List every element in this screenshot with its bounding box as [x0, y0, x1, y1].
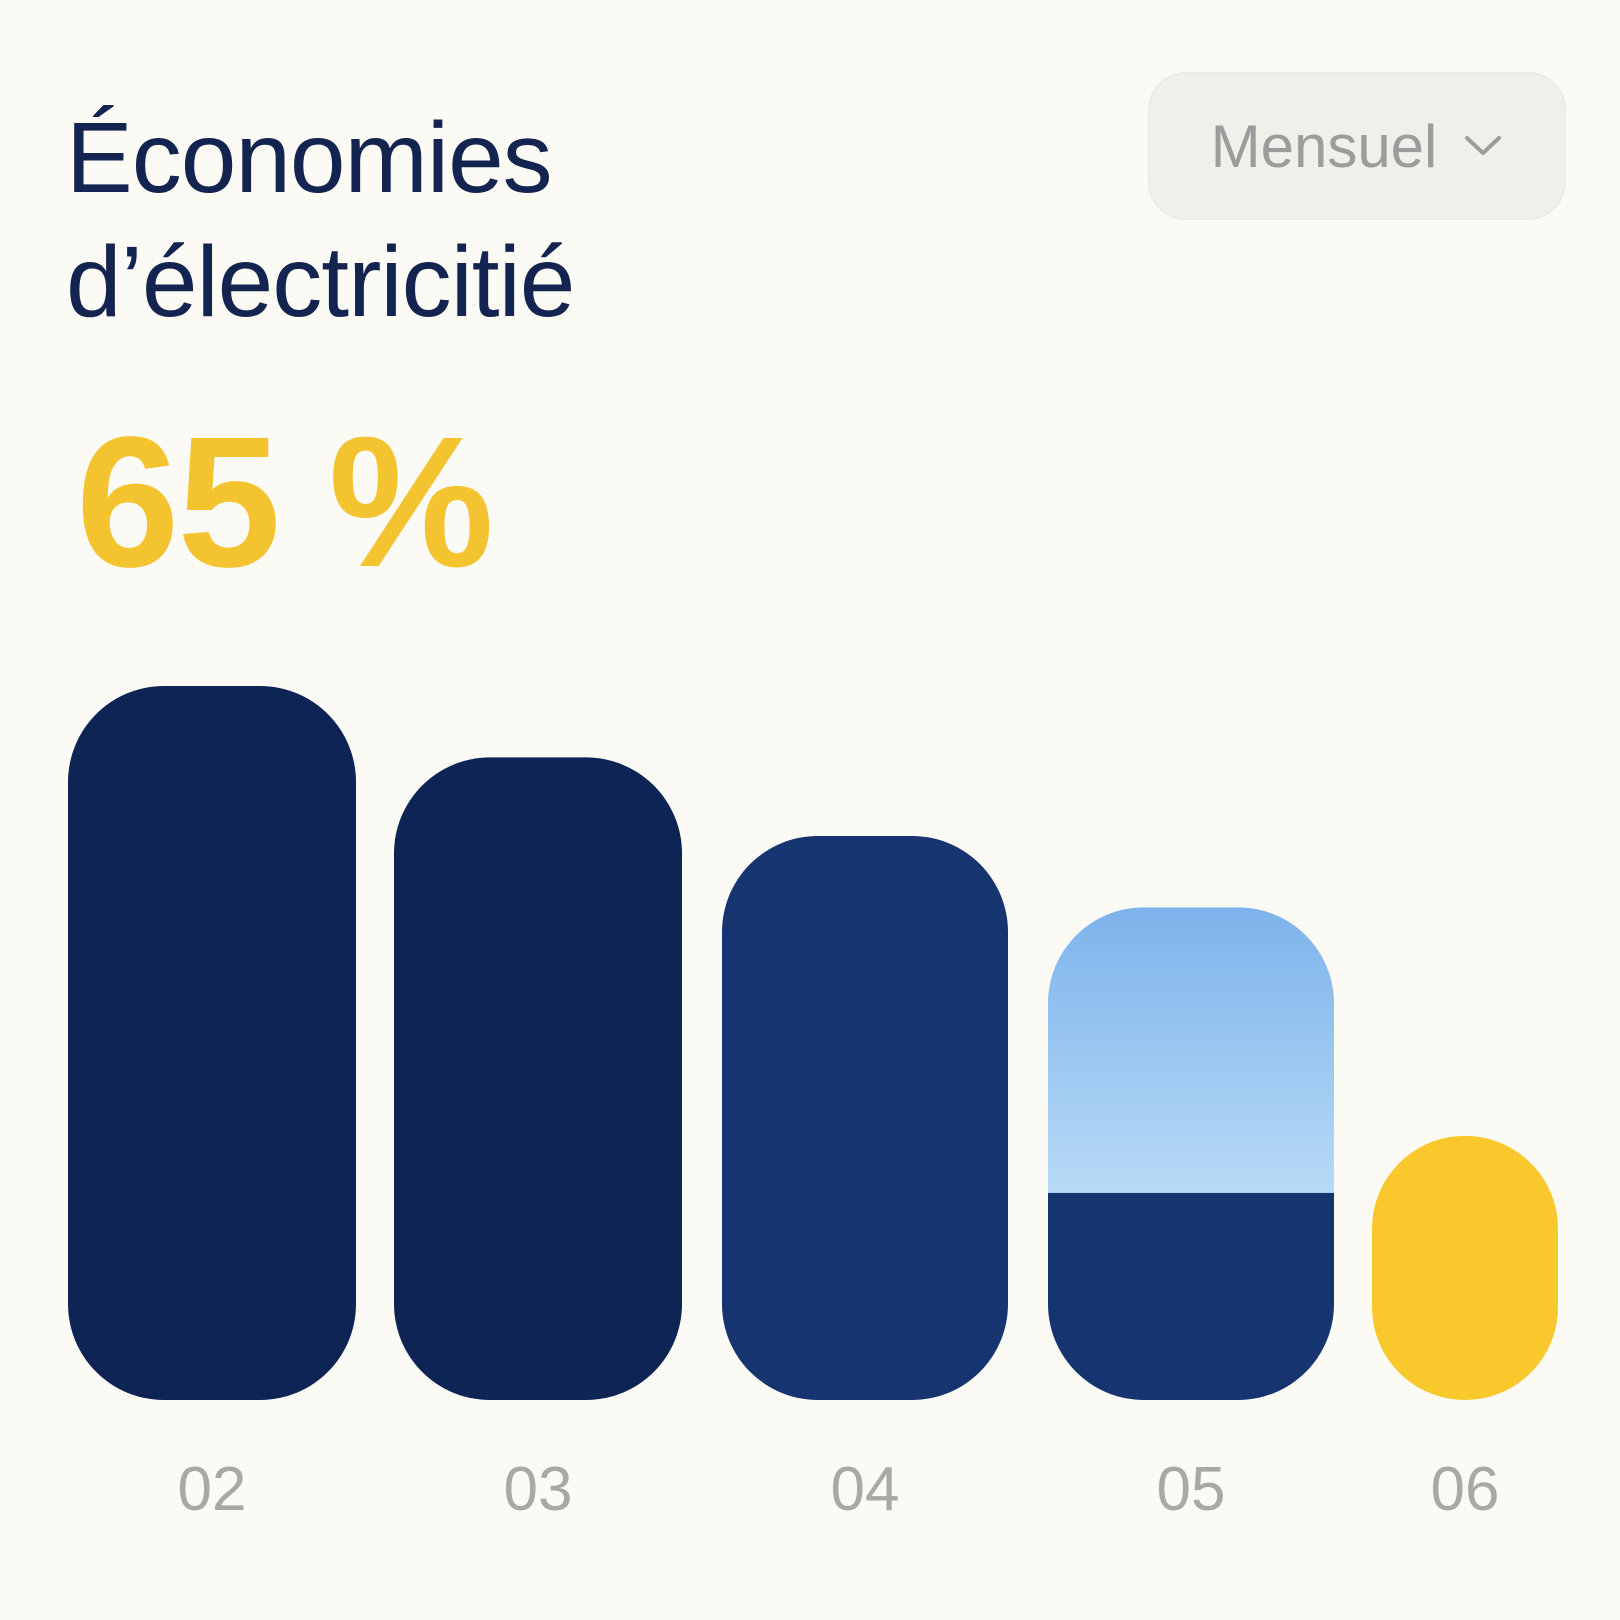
bar-02	[68, 686, 356, 1400]
period-select-label: Mensuel	[1210, 112, 1438, 180]
period-select[interactable]: Mensuel	[1148, 72, 1566, 220]
savings-percentage: 65 %	[76, 399, 494, 606]
chart-title: Économies d’électricitié	[66, 96, 575, 344]
chevron-down-icon	[1465, 136, 1502, 155]
title-line-2: d’électricitié	[66, 226, 575, 338]
x-tick-02: 02	[178, 1455, 247, 1524]
bar-03	[394, 757, 682, 1400]
bar-05-upper-segment	[1048, 907, 1334, 1194]
x-tick-03: 03	[504, 1455, 573, 1524]
bar-04	[722, 835, 1008, 1400]
bar-06	[1372, 1135, 1558, 1400]
x-tick-06: 06	[1431, 1455, 1500, 1524]
bar-05	[1048, 907, 1334, 1400]
x-tick-05: 05	[1157, 1455, 1226, 1524]
bar-05-lower-segment	[1048, 1192, 1334, 1400]
title-line-1: Économies	[66, 102, 553, 214]
x-tick-04: 04	[831, 1455, 900, 1524]
